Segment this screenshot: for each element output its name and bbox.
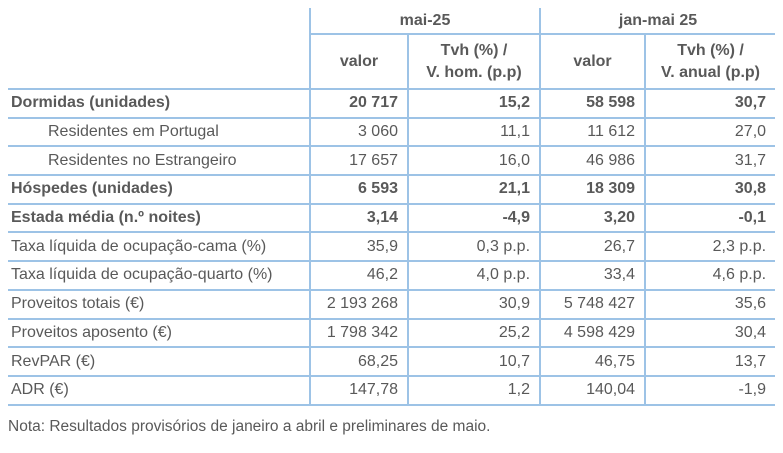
table-row-hospedes: Hóspedes (unidades) 6 593 21,1 18 309 30… xyxy=(8,175,776,205)
cell-mai-valor: 3,14 xyxy=(310,203,409,234)
cell-janmai-tvh: 30,4 xyxy=(645,318,776,349)
cell-janmai-valor: 18 309 xyxy=(540,175,647,205)
cell-mai-valor: 3 060 xyxy=(310,117,409,148)
table-row-taxa-cama: Taxa líquida de ocupação-cama (%) 35,9 0… xyxy=(8,232,776,263)
header-janmai-valor: valor xyxy=(540,34,647,90)
cell-janmai-tvh: 2,3 p.p. xyxy=(645,232,776,263)
cell-mai-valor: 147,78 xyxy=(310,375,409,406)
cell-mai-valor: 17 657 xyxy=(310,146,409,177)
cell-mai-tvh: 25,2 xyxy=(408,318,542,349)
cell-mai-valor: 2 193 268 xyxy=(310,289,409,320)
cell-janmai-tvh: 4,6 p.p. xyxy=(645,261,776,291)
row-label: RevPAR (€) xyxy=(8,347,311,377)
column-group-jan-mai-25: jan-mai 25 xyxy=(540,8,776,35)
table-body: Dormidas (unidades) 20 717 15,2 58 598 3… xyxy=(8,89,776,406)
table-row-revpar: RevPAR (€) 68,25 10,7 46,75 13,7 xyxy=(8,347,776,377)
cell-janmai-valor: 5 748 427 xyxy=(540,289,647,320)
row-label: Taxa líquida de ocupação-quarto (%) xyxy=(8,261,311,291)
cell-janmai-valor: 33,4 xyxy=(540,261,647,291)
cell-mai-valor: 68,25 xyxy=(310,347,409,377)
row-label: Residentes no Estrangeiro xyxy=(8,146,311,177)
header-mai-valor: valor xyxy=(310,34,409,90)
cell-janmai-tvh: 31,7 xyxy=(645,146,776,177)
row-label: Taxa líquida de ocupação-cama (%) xyxy=(8,232,311,263)
cell-mai-tvh: 16,0 xyxy=(408,146,542,177)
cell-mai-tvh: 30,9 xyxy=(408,289,542,320)
cell-janmai-valor: 4 598 429 xyxy=(540,318,647,349)
cell-janmai-valor: 140,04 xyxy=(540,375,647,406)
row-label: Dormidas (unidades) xyxy=(8,89,311,119)
table-row-taxa-quarto: Taxa líquida de ocupação-quarto (%) 46,2… xyxy=(8,261,776,291)
table-row-residentes-estrangeiro: Residentes no Estrangeiro 17 657 16,0 46… xyxy=(8,146,776,177)
cell-mai-tvh: 4,0 p.p. xyxy=(408,261,542,291)
cell-mai-tvh: -4,9 xyxy=(408,203,542,234)
header-janmai-tvh: Tvh (%) / V. anual (p.p) xyxy=(645,34,776,90)
corner-cell xyxy=(8,8,311,34)
cell-mai-tvh: 15,2 xyxy=(408,89,542,119)
cell-mai-valor: 20 717 xyxy=(310,89,409,119)
cell-mai-valor: 35,9 xyxy=(310,232,409,263)
row-label: Proveitos aposento (€) xyxy=(8,318,311,349)
cell-janmai-valor: 3,20 xyxy=(540,203,647,234)
statistics-table: mai-25 jan-mai 25 valor Tvh (%) / V. hom… xyxy=(8,8,776,406)
table-note: Nota: Resultados provisórios de janeiro … xyxy=(8,417,491,435)
cell-janmai-valor: 26,7 xyxy=(540,232,647,263)
cell-mai-tvh: 21,1 xyxy=(408,175,542,205)
column-group-mai-25: mai-25 xyxy=(310,8,542,35)
row-label: Estada média (n.º noites) xyxy=(8,203,311,234)
cell-mai-tvh: 1,2 xyxy=(408,375,542,406)
corner-cell-2 xyxy=(8,34,311,90)
table-row-proveitos-totais: Proveitos totais (€) 2 193 268 30,9 5 74… xyxy=(8,289,776,320)
cell-mai-tvh: 11,1 xyxy=(408,117,542,148)
cell-janmai-valor: 46 986 xyxy=(540,146,647,177)
cell-mai-tvh: 10,7 xyxy=(408,347,542,377)
cell-janmai-tvh: 30,8 xyxy=(645,175,776,205)
table-row-dormidas: Dormidas (unidades) 20 717 15,2 58 598 3… xyxy=(8,89,776,119)
row-label: Hóspedes (unidades) xyxy=(8,175,311,205)
cell-mai-valor: 6 593 xyxy=(310,175,409,205)
table-header: mai-25 jan-mai 25 valor Tvh (%) / V. hom… xyxy=(8,8,776,90)
row-label: ADR (€) xyxy=(8,375,311,406)
cell-janmai-valor: 46,75 xyxy=(540,347,647,377)
table-row-residentes-portugal: Residentes em Portugal 3 060 11,1 11 612… xyxy=(8,117,776,148)
table-row-proveitos-aposento: Proveitos aposento (€) 1 798 342 25,2 4 … xyxy=(8,318,776,349)
table-row-adr: ADR (€) 147,78 1,2 140,04 -1,9 xyxy=(8,375,776,406)
sub-header-row: valor Tvh (%) / V. hom. (p.p) valor Tvh … xyxy=(8,34,776,90)
cell-janmai-tvh: 35,6 xyxy=(645,289,776,320)
cell-janmai-tvh: -1,9 xyxy=(645,375,776,406)
cell-mai-tvh: 0,3 p.p. xyxy=(408,232,542,263)
cell-janmai-valor: 11 612 xyxy=(540,117,647,148)
row-label: Proveitos totais (€) xyxy=(8,289,311,320)
cell-janmai-tvh: 27,0 xyxy=(645,117,776,148)
cell-janmai-tvh: 30,7 xyxy=(645,89,776,119)
table-row-estada-media: Estada média (n.º noites) 3,14 -4,9 3,20… xyxy=(8,203,776,234)
cell-mai-valor: 46,2 xyxy=(310,261,409,291)
column-group-row: mai-25 jan-mai 25 xyxy=(8,8,776,35)
header-mai-tvh: Tvh (%) / V. hom. (p.p) xyxy=(408,34,542,90)
cell-mai-valor: 1 798 342 xyxy=(310,318,409,349)
cell-janmai-tvh: 13,7 xyxy=(645,347,776,377)
row-label: Residentes em Portugal xyxy=(8,117,311,148)
cell-janmai-tvh: -0,1 xyxy=(645,203,776,234)
cell-janmai-valor: 58 598 xyxy=(540,89,647,119)
